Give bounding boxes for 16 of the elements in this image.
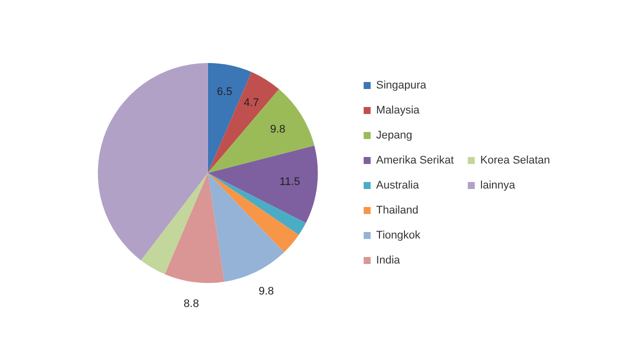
- data-label: 9.8: [258, 285, 274, 298]
- legend-label: Singapura: [376, 80, 428, 92]
- legend-label: India: [376, 254, 401, 267]
- data-label: 6.5: [216, 86, 232, 98]
- legend-label: Malaysia: [376, 104, 420, 117]
- legend-label: Tiongkok: [376, 230, 421, 242]
- data-label: 11.5: [280, 176, 300, 188]
- data-label: 4.7: [244, 96, 260, 109]
- legend-label: Korea Selatan: [480, 154, 550, 167]
- legend-label: lainnya: [480, 180, 516, 192]
- data-label: 9.8: [270, 123, 286, 136]
- legend-label: Amerika Serikat: [376, 154, 454, 167]
- data-label: 8.8: [184, 298, 199, 310]
- legend-label: Australia: [376, 180, 420, 192]
- legend-label: Jepang: [376, 130, 412, 142]
- legend-label: Thailand: [376, 204, 418, 217]
